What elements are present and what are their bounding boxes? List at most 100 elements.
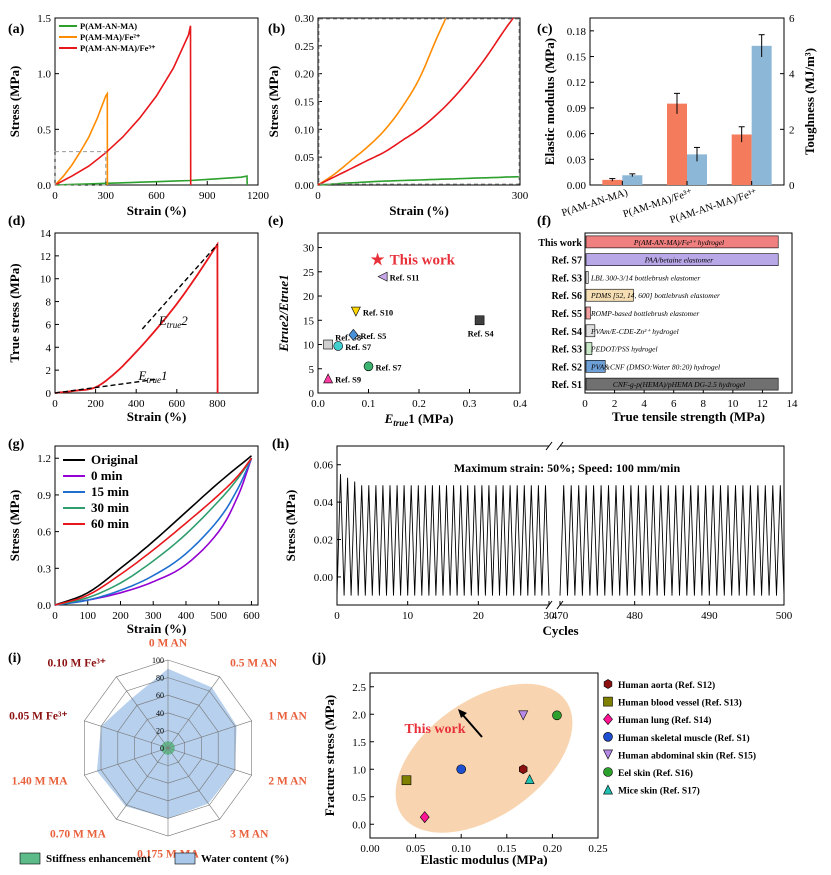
x-tick-label: 300 — [98, 190, 115, 202]
y-tick-label: 0.06 — [314, 460, 334, 472]
zoom-box — [54, 151, 107, 186]
radar-axis-label: 1.40 M MA — [12, 776, 69, 788]
radar-axis-label: 0.10 M Fe³⁺ — [48, 658, 106, 670]
x-tick-label: 490 — [701, 610, 718, 622]
x-tick-label: 0 — [52, 398, 58, 410]
y-tick-label: 0.15 — [567, 52, 587, 64]
legend-label: 60 min — [91, 516, 130, 531]
radar-axis-label: 3 M AN — [230, 828, 269, 840]
y-tick-label: 8 — [46, 297, 52, 309]
break-mark — [545, 441, 553, 451]
legend-marker-3 — [603, 731, 613, 742]
legend-label: Original — [91, 452, 138, 467]
panel-c: 0.00 0.03 0.06 0.09 0.12 0.15 0.18 0 2 4 6 P(AM-AN-… — [537, 13, 817, 226]
x-tick-label: 10 — [727, 398, 739, 410]
x-tick-label: 20 — [473, 610, 485, 622]
x-axis-label: Etrue1 (MPa) — [384, 411, 454, 428]
cycle-line-0 — [336, 474, 550, 596]
annot-main: E — [138, 368, 147, 383]
x-tick-label: 30 — [544, 610, 556, 622]
y-axis-label: Stress (MPa) — [7, 490, 22, 562]
point-6 — [363, 361, 374, 372]
panel-g: 0 100 200 300 400 500 600 0.0 0.3 0.6 0.9 1.2 Strain… — [7, 437, 260, 636]
y-tick-label: 0.10 — [295, 124, 315, 136]
y-tick-label: 0.03 — [567, 154, 587, 166]
legend-label: 15 min — [91, 484, 130, 499]
zoom-box — [318, 18, 520, 185]
series-line-0 — [54, 455, 253, 606]
x-tick-label: 0.4 — [513, 398, 527, 410]
legend-label: 30 min — [91, 500, 130, 515]
y-tick-label: 14 — [40, 228, 52, 240]
x-tick-label: 0 — [315, 190, 321, 202]
y-tick-label: 0.5 — [37, 124, 51, 136]
point-3 — [456, 764, 467, 775]
point-label: This work — [390, 253, 456, 269]
point-label: Ref. S8 — [335, 333, 361, 343]
point-5 — [552, 710, 562, 721]
fit-annotation: Etrue1 — [138, 368, 168, 385]
x-tick-label: 8 — [701, 398, 707, 410]
y-tick-label: 4 — [46, 342, 52, 354]
x-tick-label: 800 — [209, 398, 226, 410]
bar-label: PEDOT/PSS hydrogel — [590, 345, 658, 354]
point-0 — [370, 252, 385, 266]
point-1 — [401, 775, 412, 786]
y-tick-label: 10 — [303, 340, 315, 352]
panel-label: (f) — [537, 214, 551, 229]
x-tick-label: 0.2 — [412, 398, 426, 410]
x-tick-label: 600 — [148, 190, 165, 202]
panel-label: (h) — [272, 437, 289, 452]
y-tick-label: 20 — [303, 291, 315, 303]
plot-frame — [584, 232, 793, 394]
fit-annotation: Etrue2 — [158, 313, 188, 330]
panel-f: 0 2 4 6 8 10 12 14 This work P(AM-AN-MA)/Fe³⁺ hyd… — [537, 214, 798, 424]
y-tick-label: 0.00 — [295, 180, 315, 192]
legend-label: P(AM-AN-MA) — [80, 21, 137, 31]
panel-j: 0.00 0.05 0.10 0.15 0.20 0.25 0.0 0.5 1.0 1.5 2.0 2… — [312, 651, 756, 867]
y-tick-label: 5 — [309, 364, 315, 376]
panel-i: 0 M AN0.5 M AN1 M AN2 M AN3 M AN0.175 M … — [8, 637, 307, 865]
plot-frame — [317, 17, 521, 186]
x-tick-label: 400 — [178, 610, 195, 622]
panel-label: (j) — [312, 651, 326, 666]
x-tick-label: 0.00 — [360, 843, 380, 855]
strength-bar — [585, 271, 589, 284]
legend-label: Human lung (Ref. S14) — [618, 715, 711, 726]
x-tick-label: 600 — [243, 610, 260, 622]
radar-axis-label: 1 M AN — [268, 710, 307, 722]
category-label: Ref. S6 — [551, 291, 582, 302]
legend-marker-4 — [603, 749, 613, 760]
y-tick-label: 0 — [46, 388, 52, 400]
radar-spoke — [116, 747, 169, 820]
x-tick-label: 1200 — [247, 190, 270, 202]
radar-spoke — [84, 720, 169, 749]
panel-b: 0 300 0.00 0.05 0.10 0.15 0.20 0.25 0.30 Strain (… — [266, 13, 529, 218]
y2-tick-label: 4 — [789, 69, 795, 81]
bar-label: CNF-g-p(HEMA)/pHEMA DG-2.5 hydrogel — [613, 380, 745, 389]
x-tick-label: 6 — [671, 398, 677, 410]
y-tick-label: 0.30 — [295, 13, 315, 25]
y-tick-label: 0 — [309, 388, 315, 400]
category-label: Ref. S1 — [551, 380, 582, 391]
y-tick-label: 0.0 — [37, 180, 51, 192]
legend-marker-5 — [603, 767, 613, 777]
y-tick-label: 2 — [46, 365, 52, 377]
legend-label: Eel skin (Ref. S16) — [618, 768, 693, 779]
cycle-annotation: Maximum strain: 50%; Speed: 100 mm/min — [454, 461, 681, 475]
point-2 — [350, 306, 361, 317]
y-tick-label: 0.04 — [314, 497, 334, 509]
y-axis-label: True stress (MPa) — [7, 263, 22, 362]
toughness-bar — [622, 175, 643, 185]
point-4 — [348, 328, 359, 341]
plot-frame — [54, 445, 259, 606]
y-tick-label: 0.12 — [567, 77, 586, 89]
x-tick-label: 200 — [87, 398, 104, 410]
y-tick-label: 12 — [40, 251, 51, 263]
x-axis-label: Strain (%) — [127, 203, 187, 218]
y-tick-label: 0.25 — [295, 41, 315, 53]
arrow-head — [458, 709, 467, 718]
panel-a: 0 300 600 900 1200 0.0 0.5 1.0 1.5 Strain (%) Stre… — [7, 13, 270, 218]
y-tick-label: 0.20 — [295, 69, 315, 81]
point-2 — [419, 811, 430, 824]
